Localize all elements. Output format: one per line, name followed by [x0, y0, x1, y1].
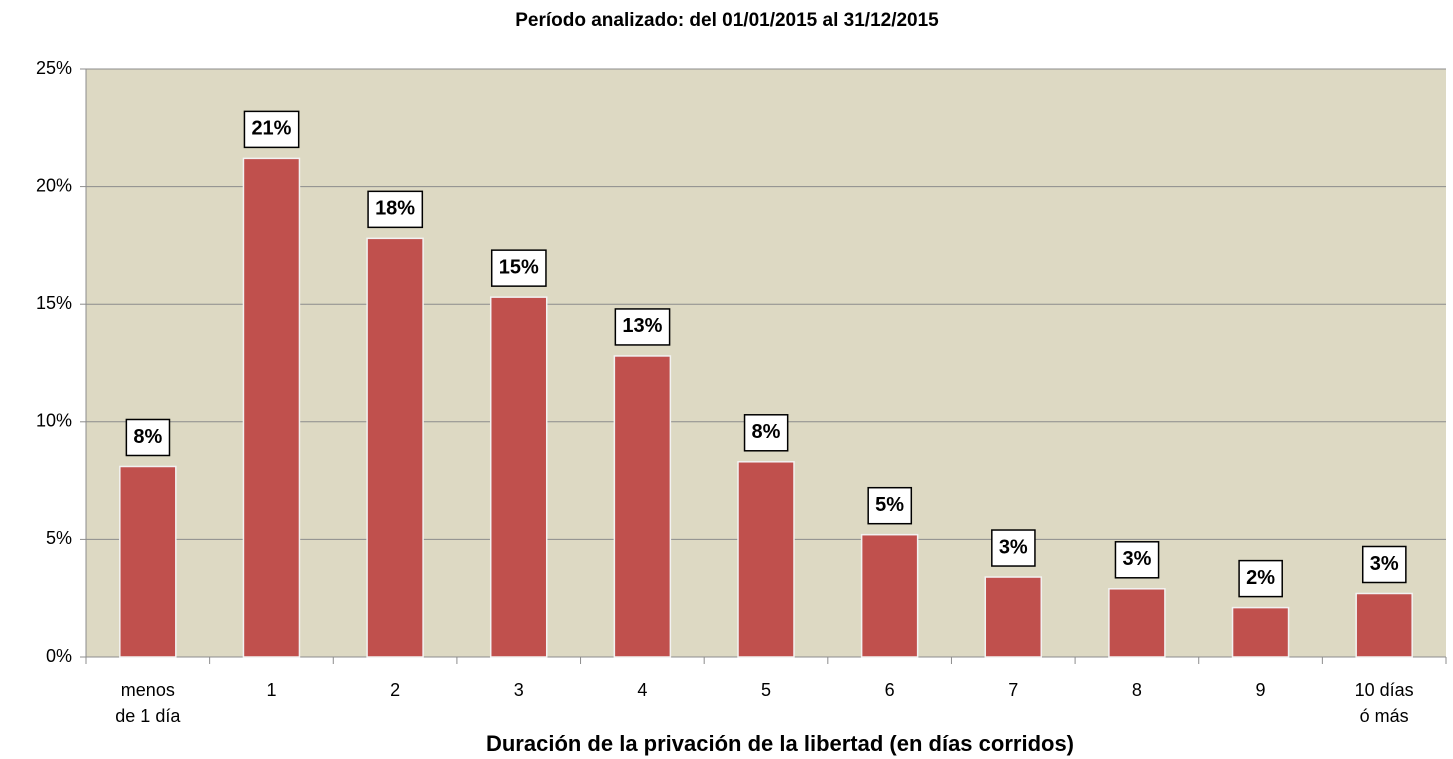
value-label-box [614, 308, 671, 346]
bar [119, 465, 177, 658]
x-tick-label: 4 [637, 680, 648, 700]
chart-title: Período analizado: del 01/01/2015 al 31/… [515, 10, 939, 31]
x-tick-label: 2 [390, 680, 401, 700]
x-tick-label: menos de 1 día [115, 680, 181, 726]
value-label: 8% [752, 421, 781, 443]
x-tick-label: 6 [884, 680, 895, 700]
value-label: 18% [375, 198, 415, 220]
value-label-box [867, 486, 913, 525]
value-label: 3% [1370, 553, 1399, 575]
value-label: 5% [875, 494, 904, 516]
bar [1355, 592, 1413, 658]
value-label-box [991, 529, 1036, 567]
x-tick-label: 3 [513, 680, 524, 700]
value-label-box [1114, 541, 1160, 579]
value-label: 3% [999, 536, 1028, 558]
value-label-box [1238, 559, 1283, 598]
value-label-box [1361, 545, 1407, 584]
y-tick-label: 5% [46, 528, 72, 548]
x-tick-label: 1 [266, 680, 277, 700]
value-label-box [125, 418, 171, 457]
value-label: 15% [499, 256, 539, 278]
bar [1231, 606, 1290, 658]
x-tick-label: 5 [760, 680, 771, 700]
x-tick-label: 10 días ó más [1354, 680, 1414, 726]
x-axis-title: Duración de la privación de la libertad … [486, 731, 1074, 756]
x-tick-label: 8 [1131, 680, 1142, 700]
value-label: 21% [251, 118, 291, 140]
x-tick-label: 7 [1008, 680, 1019, 700]
value-label-box [367, 190, 424, 229]
bar [1108, 588, 1166, 658]
bar [366, 237, 424, 658]
value-label: 3% [1122, 548, 1151, 570]
value-label-box [743, 414, 789, 452]
bar [489, 296, 548, 658]
y-tick-label: 25% [36, 58, 72, 78]
y-tick-label: 10% [36, 411, 72, 431]
value-label-box [243, 110, 300, 149]
bar [613, 355, 672, 658]
value-label: 2% [1246, 567, 1275, 589]
value-label: 8% [133, 426, 162, 448]
value-label-box [490, 249, 547, 287]
bar [860, 533, 919, 658]
bar [242, 157, 301, 658]
bar [984, 576, 1043, 658]
y-tick-label: 0% [46, 646, 72, 666]
x-tick-label: 9 [1255, 680, 1266, 700]
y-tick-label: 20% [36, 175, 72, 195]
y-tick-label: 15% [36, 293, 72, 313]
bar [737, 461, 795, 658]
value-label: 13% [622, 315, 662, 337]
